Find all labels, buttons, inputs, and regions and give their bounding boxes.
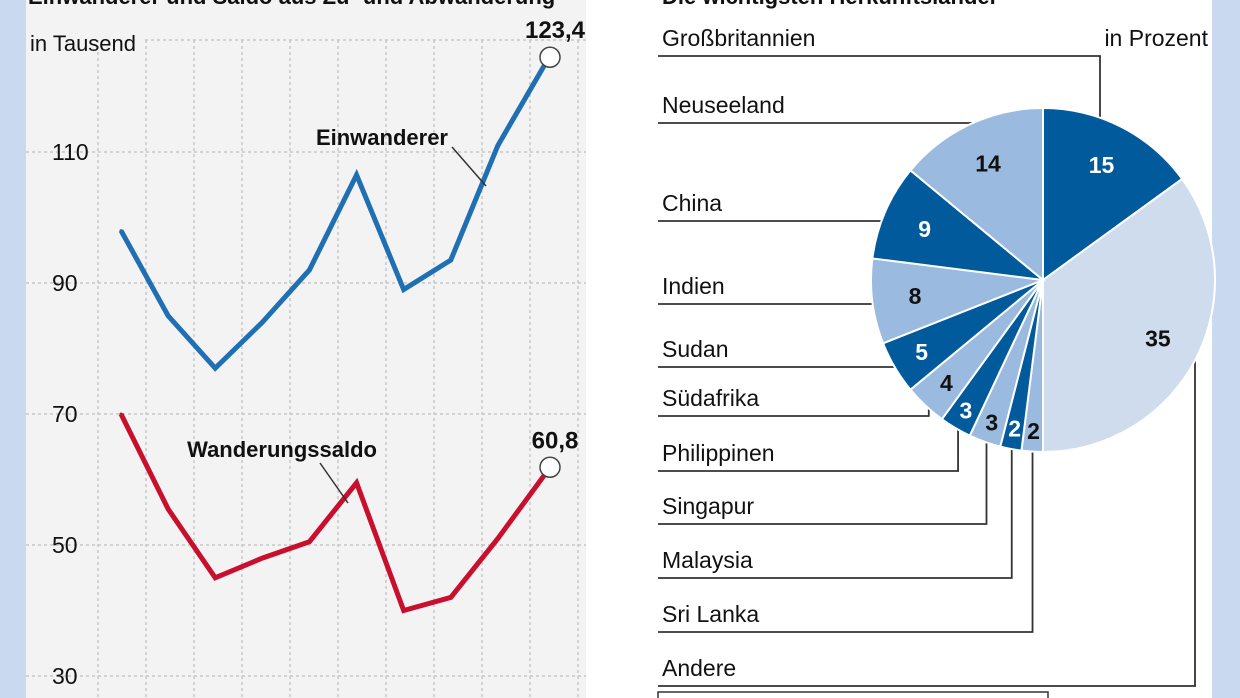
- pie-value-label: 8: [909, 283, 922, 309]
- pie-value-label: 2: [1027, 418, 1040, 444]
- y-tick-label: 110: [52, 139, 89, 165]
- line-chart-title: Einwanderer und Saldo aus Zu- und Abwand…: [28, 0, 555, 9]
- y-tick-label: 30: [52, 663, 78, 689]
- data-point: [355, 173, 359, 177]
- data-point: [213, 366, 217, 370]
- series-label-leader: [451, 146, 487, 187]
- data-point: [307, 540, 311, 544]
- data-point: [402, 288, 406, 292]
- pie-slice: [1042, 106, 1184, 282]
- data-point: [355, 481, 359, 485]
- legend-leader-line: [658, 443, 1013, 579]
- pie-value-label: 4: [940, 370, 953, 396]
- data-point: [260, 556, 264, 560]
- pie-value-label: 35: [1145, 326, 1171, 352]
- data-point: [496, 143, 500, 147]
- pie-value-label: 3: [960, 397, 973, 423]
- series-label-leader: [319, 462, 349, 504]
- series-label-einwanderer: Einwanderer: [316, 125, 448, 150]
- series-line-einwanderer: [118, 62, 548, 372]
- legend-leader-line: [658, 436, 988, 525]
- data-point: [260, 320, 264, 324]
- line-chart-background: [26, 0, 586, 698]
- legend-leader-line: [658, 423, 959, 472]
- legend-label: Indien: [662, 273, 725, 299]
- y-tick-label: 70: [52, 401, 78, 427]
- legend-label: Philippinen: [662, 440, 775, 466]
- end-value-label: 60,8: [532, 427, 579, 454]
- end-marker: [539, 46, 561, 68]
- data-point: [213, 576, 217, 580]
- pie-value-label: 9: [918, 216, 931, 242]
- series-line-wanderungssaldo: [118, 412, 548, 614]
- y-tick-label: 50: [52, 532, 78, 558]
- right-frame: [1212, 0, 1240, 698]
- legend-label: Malaysia: [662, 547, 753, 573]
- data-point: [402, 609, 406, 612]
- data-point: [496, 536, 500, 540]
- line-series-group: [118, 62, 548, 614]
- pie-chart-title: Die wichtigsten Herkunftsländer: [662, 0, 999, 9]
- legend-label: Andere: [662, 655, 736, 681]
- legend-label: Sri Lanka: [662, 601, 759, 627]
- end-value-label: 123,4: [525, 17, 586, 44]
- data-point: [166, 314, 170, 318]
- y-tick-label: 90: [52, 270, 78, 296]
- pie-slice: [871, 168, 1047, 282]
- left-frame: [0, 0, 26, 698]
- legend-label: Südafrika: [662, 385, 759, 411]
- y-axis-ticks: 30 50 70 90 110: [52, 139, 89, 689]
- line-chart-grid: [26, 39, 586, 698]
- pie-value-label: 15: [1089, 152, 1115, 178]
- legend-label: Singapur: [662, 493, 754, 519]
- pie-slice: [1042, 177, 1216, 454]
- data-point: [119, 229, 123, 233]
- legend-leader-line: [658, 446, 1034, 633]
- y-axis-label: in Tausend: [30, 31, 136, 56]
- line-chart: Einwanderer und Saldo aus Zu- und Abwand…: [26, 0, 586, 698]
- pie-value-label: 14: [975, 150, 1001, 176]
- pie-value-label: 5: [915, 339, 928, 365]
- legend-label: Sudan: [662, 336, 729, 362]
- legend-leader-line: [658, 355, 1196, 687]
- pie-value-label: 3: [985, 409, 998, 435]
- source-box: [657, 691, 1049, 698]
- data-point: [307, 268, 311, 272]
- pie-slices: [870, 106, 1216, 454]
- legend-leader-line: [658, 55, 1101, 132]
- pie-leader-lines: [658, 55, 1196, 687]
- data-point: [449, 595, 453, 599]
- pie-legend: Großbritannien Neuseeland China Indien Sudan…: [662, 25, 815, 681]
- data-point: [449, 258, 453, 262]
- pie-value-label: 2: [1008, 416, 1021, 442]
- legend-label: China: [662, 190, 722, 216]
- pie-chart: Die wichtigsten Herkunftsländer in Proze…: [657, 0, 1216, 698]
- series-label-wanderungssaldo: Wanderungssaldo: [187, 437, 377, 462]
- line-annotations: 123,4 60,8 Einwanderer Wanderungssaldo: [187, 17, 586, 504]
- legend-label: Großbritannien: [662, 25, 815, 51]
- pie-slice: [909, 106, 1044, 283]
- data-point: [166, 507, 170, 511]
- end-marker: [539, 456, 561, 479]
- data-point: [119, 412, 123, 416]
- legend-label: Neuseeland: [662, 92, 785, 118]
- pie-unit-label: in Prozent: [1104, 25, 1208, 51]
